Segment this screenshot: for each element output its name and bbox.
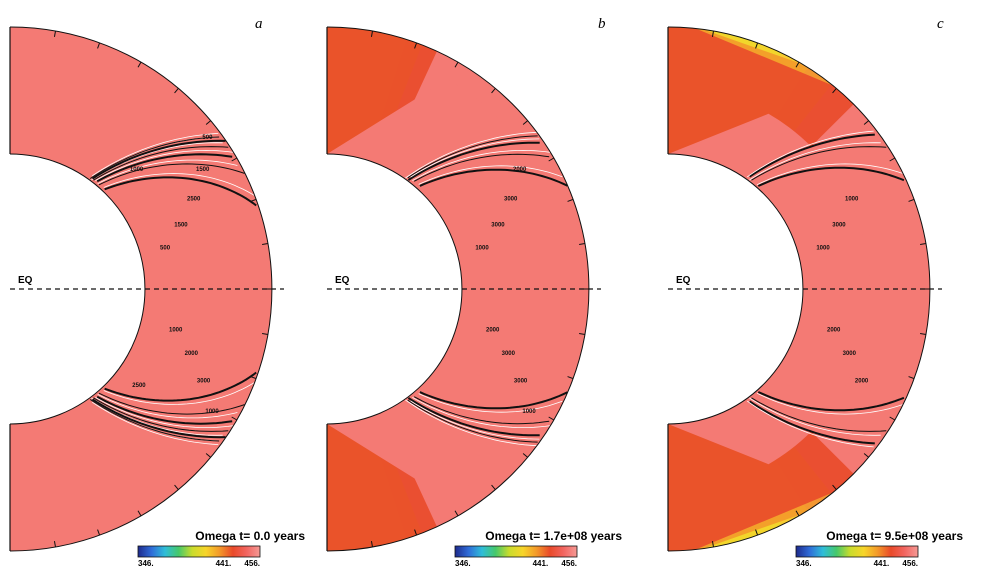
panel-c: 1000 2000 3000 3000 1000 2000 EQ c Omega t= 9.5e… xyxy=(667,16,963,568)
contour-labels: 1000 2000 3000 3000 3000 3000 2000 1000 xyxy=(475,167,536,415)
shell-fill xyxy=(10,27,272,551)
colorbar xyxy=(454,545,578,558)
colorbar-mid: 441. xyxy=(216,559,232,568)
contour-label: 1000 xyxy=(816,245,830,251)
contour-label: 3000 xyxy=(514,379,528,385)
panel-a: 500 1000 1500 2000 2500 3000 1500 1000 500 2500 10… xyxy=(9,16,305,568)
contour-lines xyxy=(89,133,257,445)
colorbar xyxy=(137,545,261,558)
contour-label: 2000 xyxy=(486,327,500,333)
contour-label: 3000 xyxy=(197,379,211,385)
contour-label: 2500 xyxy=(187,196,201,202)
contour-label: 1500 xyxy=(174,223,188,229)
panel-caption: Omega t= 9.5e+08 years xyxy=(826,529,963,543)
contour-label: 500 xyxy=(160,245,171,251)
colorbar-min: 346. xyxy=(138,559,154,568)
colorbar-min: 346. xyxy=(796,559,812,568)
colorbar-max: 456. xyxy=(902,559,918,568)
contour-label: 3000 xyxy=(504,196,518,202)
contour-label: 2000 xyxy=(827,327,841,333)
colorbar xyxy=(795,545,919,558)
equator-label: EQ xyxy=(676,275,691,286)
contour-lines xyxy=(405,131,568,447)
colorbar-mid: 441. xyxy=(874,559,890,568)
contour-label: 1500 xyxy=(196,167,210,173)
contour-label: 1000 xyxy=(130,167,144,173)
panel-letter: c xyxy=(937,16,944,32)
equator-label: EQ xyxy=(18,275,33,286)
panel-b: 1000 2000 3000 3000 3000 3000 2000 1000 EQ b Omega… xyxy=(326,16,622,568)
contour-label: 3000 xyxy=(502,351,516,357)
contour-labels: 1000 2000 3000 3000 1000 2000 xyxy=(816,196,869,384)
boundary-ticks xyxy=(370,30,589,548)
colorbar-min: 346. xyxy=(455,559,471,568)
colorbar-mid: 441. xyxy=(533,559,549,568)
contour-label: 3000 xyxy=(832,223,846,229)
boundary-ticks xyxy=(711,30,930,548)
contour-label: 1000 xyxy=(522,409,536,415)
boundary-ticks xyxy=(53,30,272,548)
contour-label: 1000 xyxy=(205,409,219,415)
contour-label: 3000 xyxy=(843,351,857,357)
contour-label: 1000 xyxy=(845,196,859,202)
contour-label: 2000 xyxy=(185,351,199,357)
panel-letter: a xyxy=(255,16,263,32)
contour-label: 1000 xyxy=(475,245,489,251)
panel-caption: Omega t= 1.7e+08 years xyxy=(485,529,622,543)
colorbar-max: 456. xyxy=(561,559,577,568)
contour-label: 2000 xyxy=(855,379,869,385)
contour-label: 500 xyxy=(202,135,213,141)
panel-letter: b xyxy=(598,16,606,32)
colorbar-max: 456. xyxy=(244,559,260,568)
contour-lines xyxy=(746,130,905,448)
panel-caption: Omega t= 0.0 years xyxy=(195,529,305,543)
contour-label: 2500 xyxy=(132,383,146,389)
contour-label: 2000 xyxy=(513,167,527,173)
contour-labels: 500 1000 1500 2000 2500 3000 1500 1000 500 2500 10… xyxy=(130,135,219,415)
contour-label: 1000 xyxy=(169,327,183,333)
contour-label: 3000 xyxy=(491,223,505,229)
equator-label: EQ xyxy=(335,275,350,286)
